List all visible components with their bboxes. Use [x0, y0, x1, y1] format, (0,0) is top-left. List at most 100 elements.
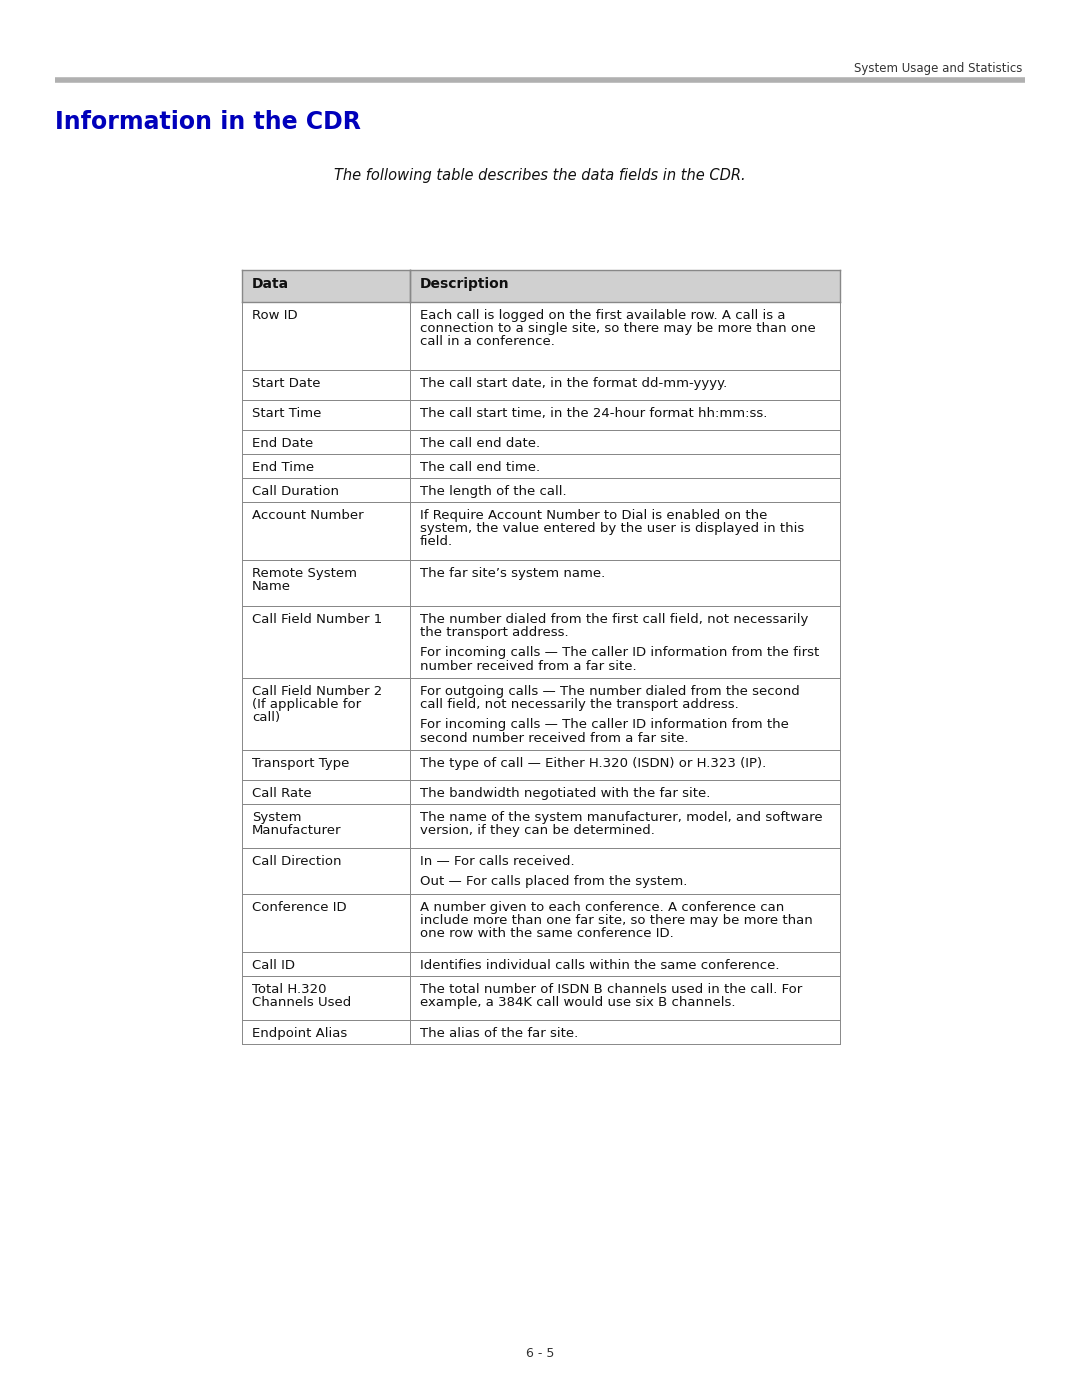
Text: field.: field.: [420, 535, 454, 548]
Text: Manufacturer: Manufacturer: [252, 824, 341, 837]
Text: Data: Data: [252, 277, 289, 291]
Text: Description: Description: [420, 277, 510, 291]
Bar: [242, 977, 410, 1020]
Bar: [410, 270, 840, 302]
Bar: [410, 951, 840, 977]
Bar: [242, 678, 410, 750]
Bar: [242, 502, 410, 560]
Bar: [242, 606, 410, 678]
Text: Call Direction: Call Direction: [252, 855, 341, 868]
Bar: [242, 270, 410, 302]
Text: include more than one far site, so there may be more than: include more than one far site, so there…: [420, 914, 813, 928]
Bar: [410, 977, 840, 1020]
Text: Account Number: Account Number: [252, 509, 364, 522]
Text: connection to a single site, so there may be more than one: connection to a single site, so there ma…: [420, 323, 815, 335]
Text: number received from a far site.: number received from a far site.: [420, 659, 636, 672]
Bar: [410, 430, 840, 454]
Text: Total H.320: Total H.320: [252, 983, 326, 996]
Text: System Usage and Statistics: System Usage and Statistics: [853, 61, 1022, 75]
Bar: [410, 780, 840, 805]
Text: The call start date, in the format dd-mm-yyyy.: The call start date, in the format dd-mm…: [420, 377, 727, 390]
Text: Start Date: Start Date: [252, 377, 321, 390]
Text: The type of call — Either H.320 (ISDN) or H.323 (IP).: The type of call — Either H.320 (ISDN) o…: [420, 757, 766, 770]
Text: Out — For calls placed from the system.: Out — For calls placed from the system.: [420, 876, 687, 888]
Bar: [242, 805, 410, 848]
Text: Row ID: Row ID: [252, 309, 298, 321]
Text: Remote System: Remote System: [252, 567, 357, 580]
Text: If Require Account Number to Dial is enabled on the: If Require Account Number to Dial is ena…: [420, 509, 768, 522]
Bar: [410, 502, 840, 560]
Text: Information in the CDR: Information in the CDR: [55, 110, 361, 134]
Text: The call end date.: The call end date.: [420, 437, 540, 450]
Bar: [410, 400, 840, 430]
Text: Name: Name: [252, 580, 291, 594]
Text: Conference ID: Conference ID: [252, 901, 347, 914]
Bar: [242, 400, 410, 430]
Bar: [410, 894, 840, 951]
Text: Call Duration: Call Duration: [252, 485, 339, 497]
Bar: [242, 848, 410, 894]
Bar: [242, 430, 410, 454]
Bar: [242, 1020, 410, 1044]
Text: The total number of ISDN B channels used in the call. For: The total number of ISDN B channels used…: [420, 983, 802, 996]
Bar: [242, 478, 410, 502]
Bar: [410, 805, 840, 848]
Text: The bandwidth negotiated with the far site.: The bandwidth negotiated with the far si…: [420, 787, 711, 800]
Bar: [410, 750, 840, 780]
Text: call field, not necessarily the transport address.: call field, not necessarily the transpor…: [420, 698, 739, 711]
Text: second number received from a far site.: second number received from a far site.: [420, 732, 689, 745]
Text: For outgoing calls — The number dialed from the second: For outgoing calls — The number dialed f…: [420, 685, 800, 698]
Bar: [242, 750, 410, 780]
Bar: [410, 1020, 840, 1044]
Text: version, if they can be determined.: version, if they can be determined.: [420, 824, 654, 837]
Text: The name of the system manufacturer, model, and software: The name of the system manufacturer, mod…: [420, 812, 823, 824]
Text: Call Field Number 1: Call Field Number 1: [252, 613, 382, 626]
Bar: [242, 302, 410, 370]
Text: System: System: [252, 812, 301, 824]
Text: Transport Type: Transport Type: [252, 757, 349, 770]
Text: The number dialed from the first call field, not necessarily: The number dialed from the first call fi…: [420, 613, 808, 626]
Text: Start Time: Start Time: [252, 407, 322, 420]
Text: The far site’s system name.: The far site’s system name.: [420, 567, 605, 580]
Bar: [410, 848, 840, 894]
Bar: [242, 454, 410, 478]
Bar: [242, 560, 410, 606]
Text: Endpoint Alias: Endpoint Alias: [252, 1027, 348, 1039]
Text: example, a 384K call would use six B channels.: example, a 384K call would use six B cha…: [420, 996, 735, 1009]
Text: The length of the call.: The length of the call.: [420, 485, 567, 497]
Text: The alias of the far site.: The alias of the far site.: [420, 1027, 578, 1039]
Text: For incoming calls — The caller ID information from the first: For incoming calls — The caller ID infor…: [420, 647, 820, 659]
Text: Call ID: Call ID: [252, 958, 295, 972]
Text: End Date: End Date: [252, 437, 313, 450]
Bar: [410, 678, 840, 750]
Bar: [410, 302, 840, 370]
Bar: [410, 478, 840, 502]
Text: The call start time, in the 24-hour format hh:mm:ss.: The call start time, in the 24-hour form…: [420, 407, 768, 420]
Text: Call Rate: Call Rate: [252, 787, 312, 800]
Bar: [242, 894, 410, 951]
Text: End Time: End Time: [252, 461, 314, 474]
Text: call): call): [252, 711, 280, 724]
Bar: [410, 454, 840, 478]
Text: one row with the same conference ID.: one row with the same conference ID.: [420, 928, 674, 940]
Text: Identifies individual calls within the same conference.: Identifies individual calls within the s…: [420, 958, 780, 972]
Text: A number given to each conference. A conference can: A number given to each conference. A con…: [420, 901, 784, 914]
Text: 6 - 5: 6 - 5: [526, 1347, 554, 1361]
Text: (If applicable for: (If applicable for: [252, 698, 361, 711]
Text: The call end time.: The call end time.: [420, 461, 540, 474]
Text: system, the value entered by the user is displayed in this: system, the value entered by the user is…: [420, 522, 805, 535]
Text: Channels Used: Channels Used: [252, 996, 351, 1009]
Text: Each call is logged on the first available row. A call is a: Each call is logged on the first availab…: [420, 309, 785, 321]
Bar: [242, 951, 410, 977]
Text: The following table describes the data fields in the CDR.: The following table describes the data f…: [334, 168, 746, 183]
Bar: [242, 370, 410, 400]
Text: Call Field Number 2: Call Field Number 2: [252, 685, 382, 698]
Bar: [410, 370, 840, 400]
Bar: [410, 606, 840, 678]
Text: In — For calls received.: In — For calls received.: [420, 855, 575, 868]
Text: For incoming calls — The caller ID information from the: For incoming calls — The caller ID infor…: [420, 718, 788, 732]
Bar: [410, 560, 840, 606]
Bar: [242, 780, 410, 805]
Text: call in a conference.: call in a conference.: [420, 335, 555, 348]
Text: the transport address.: the transport address.: [420, 626, 569, 638]
